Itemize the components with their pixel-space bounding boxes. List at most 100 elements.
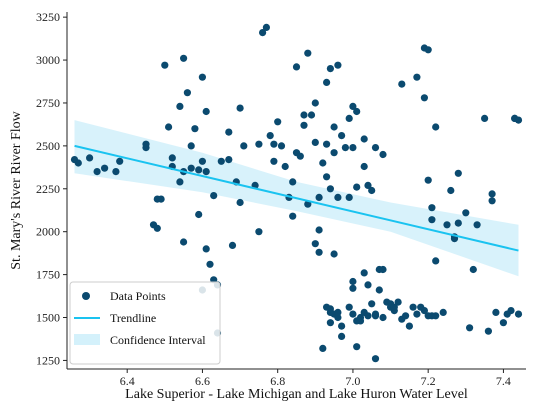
- data-point: [323, 140, 331, 148]
- x-tick-label: 6.4: [120, 374, 135, 388]
- data-point: [334, 61, 342, 69]
- data-point: [349, 102, 357, 110]
- x-tick-label: 6.6: [195, 374, 210, 388]
- data-point: [420, 307, 428, 315]
- data-point: [225, 156, 233, 164]
- data-point: [469, 265, 477, 274]
- data-point: [311, 99, 319, 107]
- data-point: [101, 164, 109, 172]
- data-point: [507, 307, 515, 315]
- y-tick-label: 3250: [36, 10, 60, 24]
- data-point: [488, 190, 496, 198]
- data-point: [277, 142, 286, 150]
- data-point: [281, 162, 289, 171]
- x-tick-label: 6.8: [270, 374, 285, 388]
- data-point: [499, 319, 507, 327]
- data-point: [296, 152, 304, 160]
- data-point: [466, 324, 474, 332]
- data-point: [473, 221, 481, 229]
- data-point: [424, 46, 432, 54]
- data-point: [345, 193, 353, 201]
- data-point: [349, 310, 357, 318]
- data-point: [484, 327, 492, 335]
- data-point: [74, 159, 82, 167]
- data-point: [443, 221, 451, 229]
- data-point: [353, 107, 361, 116]
- tick-labels: 6.4 6.6 6.8 7.0 7.2 7.4 1250 1500 1750 2000 2250 25…: [36, 10, 511, 388]
- y-axis-label: St. Mary's River River Flow: [9, 110, 24, 269]
- data-point: [93, 168, 101, 176]
- data-point: [454, 219, 462, 227]
- data-point: [311, 138, 319, 146]
- data-point: [330, 149, 338, 157]
- data-point: [116, 157, 124, 165]
- y-tick-label: 2000: [36, 225, 60, 239]
- data-point: [225, 128, 233, 136]
- y-tick-label: 1250: [36, 353, 60, 367]
- data-point: [161, 61, 169, 69]
- data-point: [488, 197, 496, 205]
- data-point: [424, 176, 432, 184]
- data-point: [345, 303, 353, 311]
- data-point: [255, 228, 263, 236]
- x-tick-label: 7.2: [421, 374, 436, 388]
- data-point: [432, 123, 440, 131]
- y-tick-label: 2250: [36, 182, 60, 196]
- data-point: [210, 192, 218, 200]
- data-point: [405, 322, 413, 330]
- data-point: [338, 332, 346, 340]
- data-point: [304, 49, 312, 57]
- data-point: [379, 265, 387, 274]
- data-point: [315, 193, 323, 201]
- data-point: [326, 185, 334, 193]
- data-point: [255, 140, 263, 148]
- legend-marker-confidence-interval: [74, 334, 100, 345]
- data-point: [462, 209, 470, 217]
- data-point: [270, 140, 278, 148]
- data-point: [315, 226, 323, 234]
- data-point: [274, 118, 282, 126]
- data-point: [447, 186, 455, 195]
- data-point: [142, 140, 150, 148]
- legend: Data Points Trendline Confidence Interva…: [69, 281, 221, 365]
- data-point: [191, 125, 199, 133]
- data-point: [368, 300, 376, 308]
- data-point: [187, 164, 195, 172]
- data-point: [334, 193, 342, 201]
- data-point: [432, 312, 440, 320]
- data-point: [112, 168, 120, 176]
- data-point: [198, 73, 206, 81]
- data-point: [409, 303, 417, 311]
- data-point: [330, 250, 338, 258]
- data-point: [353, 343, 361, 351]
- data-point: [270, 157, 278, 165]
- legend-label-trendline: Trendline: [110, 311, 156, 325]
- data-point: [428, 216, 436, 224]
- data-point: [398, 80, 406, 88]
- data-point: [371, 355, 380, 363]
- legend-box: [69, 281, 221, 365]
- data-point: [292, 63, 301, 71]
- legend-marker-data-points: [82, 292, 90, 300]
- y-tick-label: 1750: [36, 268, 60, 282]
- data-point: [176, 178, 184, 186]
- data-point: [217, 157, 225, 165]
- data-point: [413, 73, 421, 81]
- data-point: [180, 54, 188, 62]
- y-tick-label: 3000: [36, 53, 60, 67]
- y-tick-label: 1500: [36, 311, 60, 325]
- data-point: [307, 111, 316, 119]
- trendline: [74, 144, 519, 252]
- y-tick-label: 2750: [36, 96, 60, 110]
- data-point: [379, 313, 387, 322]
- data-point: [259, 28, 267, 37]
- x-tick-label: 7.0: [345, 374, 360, 388]
- data-point: [300, 111, 308, 119]
- data-point: [176, 102, 184, 110]
- legend-label-data-points: Data Points: [110, 289, 166, 303]
- data-point: [198, 157, 206, 165]
- data-point: [349, 284, 357, 292]
- data-point: [371, 144, 380, 152]
- data-point: [402, 312, 410, 320]
- data-point: [168, 154, 176, 162]
